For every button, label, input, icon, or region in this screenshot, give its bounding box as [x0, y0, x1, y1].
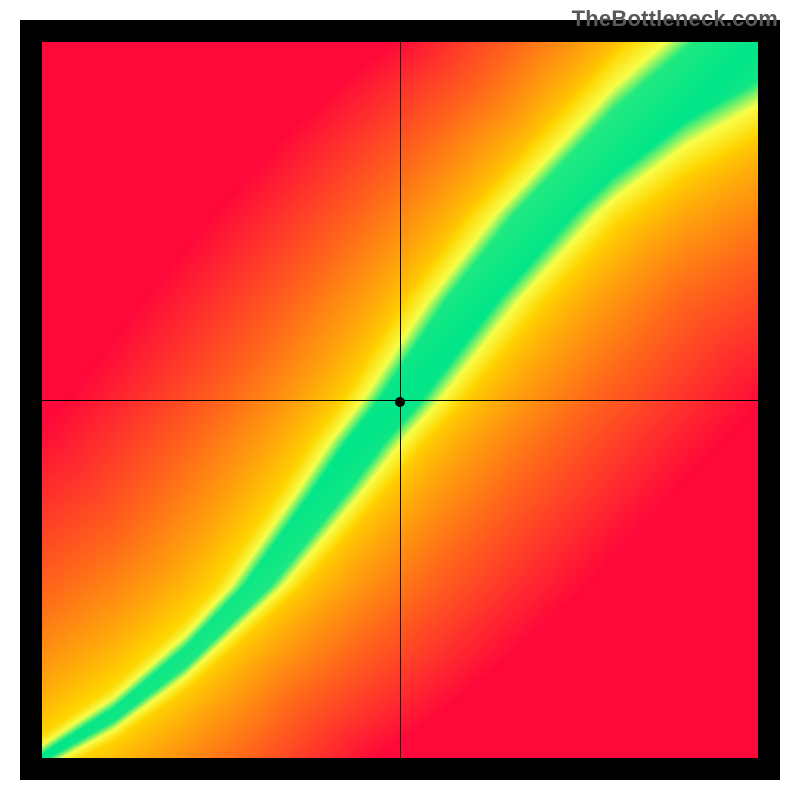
plot-black-frame: [20, 20, 780, 780]
center-point-marker: [395, 397, 405, 407]
watermark-text: TheBottleneck.com: [572, 6, 778, 32]
chart-container: TheBottleneck.com: [0, 0, 800, 800]
